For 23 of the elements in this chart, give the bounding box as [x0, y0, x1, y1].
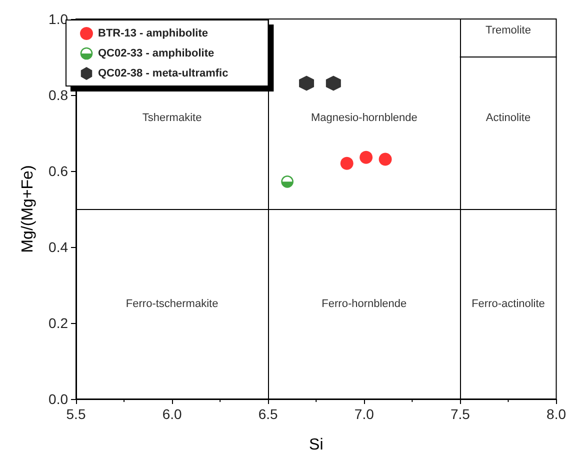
- x-tick-label: 7.0: [354, 406, 374, 422]
- legend-label: BTR-13 - amphibolite: [98, 28, 208, 40]
- y-tick-label: 0.4: [48, 239, 68, 255]
- y-tick-label: 0.8: [48, 87, 68, 103]
- annotation: Magnesio-hornblende: [310, 112, 418, 124]
- annotation: Tremolite: [486, 24, 531, 36]
- y-tick-label: 0.0: [48, 391, 68, 407]
- annotation: Actinolite: [486, 112, 531, 124]
- annotation: Ferro-hornblende: [322, 298, 407, 310]
- x-tick-label: 6.5: [258, 406, 278, 422]
- x-tick-label: 7.5: [450, 406, 470, 422]
- x-tick-label: 8.0: [546, 406, 566, 422]
- annotation: Tshermakite: [142, 112, 202, 124]
- x-tick-label: 5.5: [66, 406, 86, 422]
- legend-label: QC02-38 - meta-ultramfic: [98, 68, 228, 80]
- annotation: Ferro-actinolite: [472, 298, 545, 310]
- x-axis-title: Si: [309, 436, 324, 454]
- y-tick-label: 0.6: [48, 163, 68, 179]
- x-tick-label: 6.0: [162, 406, 182, 422]
- y-axis-title: Mg/(Mg+Fe): [20, 165, 36, 253]
- y-tick-label: 0.2: [48, 315, 68, 331]
- legend-label: QC02-33 - amphibolite: [98, 48, 214, 60]
- annotation: Ferro-tschermakite: [126, 298, 218, 310]
